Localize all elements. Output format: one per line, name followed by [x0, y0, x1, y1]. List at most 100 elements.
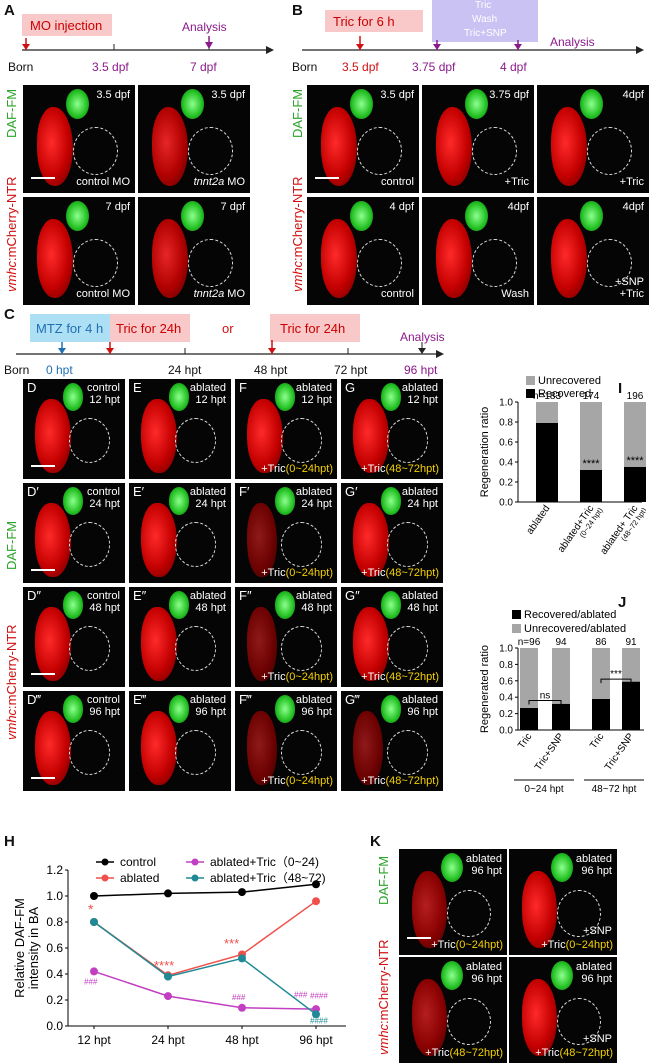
panel-label-bottom: control	[380, 176, 414, 188]
ventricle-signal	[141, 503, 177, 577]
panel-label-bottom: +Tric(0~24hpt)	[261, 567, 333, 579]
micrograph-panel: 3.5 dpf control	[306, 84, 420, 194]
chart-j: Recovered/ablated Unrecovered/ablated 0.0 0…	[479, 609, 644, 794]
a-tick-3-5: 3.5 dpf	[92, 60, 129, 74]
c-tick-born: Born	[4, 363, 30, 377]
b-tick-3-75: 3.75 dpf	[412, 60, 456, 74]
b-tick-3-5: 3.5 dpf	[342, 60, 379, 74]
bar-recovered	[624, 467, 646, 502]
panel-label-bottom: +Tric(48~72hpt)	[361, 671, 439, 683]
bulbus-signal	[380, 383, 402, 411]
bulbus-signal	[380, 695, 402, 723]
legend-swatch-unrecovered	[526, 376, 535, 385]
atrium-outline	[280, 417, 323, 463]
ventricle-signal	[435, 219, 473, 299]
panel-label-bottom: +Tric(0~24hpt)	[541, 939, 613, 951]
atrium-outline	[280, 625, 323, 671]
sig-bracket	[528, 699, 562, 705]
atrium-outline	[188, 238, 234, 287]
bulbus-signal	[380, 487, 402, 515]
panel-label-top: 4dpf	[622, 89, 644, 101]
panel-letter: E″	[133, 588, 147, 603]
bar-unrecovered	[536, 402, 558, 423]
bulbus-signal	[168, 383, 190, 411]
bulbus-signal	[181, 201, 205, 232]
legend-recovered: Recovered/ablated	[524, 609, 616, 621]
micrograph-panel: 4dpf +SNP +Tric	[536, 196, 650, 306]
n-label: 86	[595, 637, 607, 648]
ventricle-signal	[320, 107, 358, 187]
y-tick-label: 1.0	[46, 889, 63, 903]
panel-label-bottom: control MO	[76, 288, 130, 300]
legend-marker	[101, 858, 109, 866]
micrograph-panel: 3.5 dpf control MO	[22, 84, 136, 194]
y-tick-label: 0.8	[499, 418, 513, 429]
sig-bracket	[600, 678, 632, 684]
n-label: 94	[555, 637, 567, 648]
ventricle-signal	[353, 399, 389, 473]
b-ylabel-daf: DAF-FM	[290, 88, 305, 138]
micrograph-panel: D′ control 24 hpt	[22, 482, 126, 584]
panel-label-top: ablated 96 hpt	[465, 961, 502, 985]
x-tick-label: 96 hpt	[299, 1033, 333, 1047]
atrium-outline	[557, 890, 602, 938]
panel-label-top: ablated 96 hpt	[465, 853, 502, 877]
panel-letter: D‴	[27, 692, 41, 707]
atrium-outline	[386, 521, 429, 567]
bulbus-signal	[168, 591, 190, 619]
b-analysis: Analysis	[550, 35, 595, 49]
atrium-outline	[447, 890, 492, 938]
c-ylabel-daf: DAF-FM	[4, 520, 19, 570]
ventricle-signal	[435, 107, 473, 187]
legend-marker	[101, 874, 109, 882]
atrium-outline	[68, 729, 111, 775]
bar-unrecovered	[552, 648, 570, 704]
micrograph-panel: 4 dpf control	[306, 196, 420, 306]
panel-h-label: H	[4, 833, 15, 850]
ventricle-signal	[353, 711, 383, 785]
x-tick-label: 48 hpt	[225, 1033, 259, 1047]
panel-label-bottom: +SNP +Tric	[614, 276, 644, 300]
sig-label: ns	[540, 690, 551, 701]
c-tick-72: 72 hpt	[334, 363, 368, 377]
tric-6h-label: Tric for 6 h	[333, 14, 395, 29]
panel-k-label: K	[370, 833, 381, 850]
panel-label-top: ablated 96 hpt	[401, 694, 438, 718]
n-label: n=96	[518, 637, 541, 648]
panel-label-bottom: +Tric(48~72hpt)	[425, 1047, 503, 1059]
panel-label-bottom: Wash	[501, 288, 529, 300]
panel-label-top: ablated 12 hpt	[401, 382, 438, 406]
atrium-outline	[386, 729, 429, 775]
group-label: 48~72 hpt	[592, 784, 637, 794]
panel-label-top: 4 dpf	[389, 201, 414, 213]
panel-label-top: 3.5 dpf	[96, 89, 130, 101]
panel-label-top: ablated 48 hpt	[295, 590, 332, 614]
c-tick-48: 48 hpt	[254, 363, 288, 377]
b-tick-born: Born	[292, 60, 318, 74]
bar-unrecovered	[622, 648, 640, 682]
panel-b-label: B	[292, 2, 303, 19]
a-analysis: Analysis	[182, 20, 227, 34]
micrograph-panel: D‴ control 96 hpt	[22, 690, 126, 792]
scale-bar	[31, 569, 55, 571]
ventricle-signal	[550, 107, 588, 187]
panel-label-top: 4dpf	[622, 201, 644, 213]
panel-label-top: 3.5 dpf	[211, 89, 245, 101]
micrograph-panel: 4dpf +Tric	[536, 84, 650, 194]
panel-label-bottom: +Tric(0~24hpt)	[431, 939, 503, 951]
micrograph-panel: 4dpf Wash	[421, 196, 535, 306]
scale-bar	[31, 177, 55, 179]
ventricle-signal	[522, 870, 558, 949]
panel-label-top: ablated 96 hpt	[295, 694, 332, 718]
atrium-outline	[280, 521, 323, 567]
atrium-outline	[472, 238, 518, 287]
ventricle-signal	[35, 503, 71, 577]
bulbus-signal	[168, 695, 190, 723]
panel-letter: F	[239, 380, 247, 395]
atrium-outline	[68, 417, 111, 463]
tric-24h-box-2	[270, 314, 360, 342]
sig-star: ***	[224, 936, 239, 951]
ventricle-signal	[151, 107, 189, 187]
a-tick-7: 7 dpf	[190, 60, 217, 74]
